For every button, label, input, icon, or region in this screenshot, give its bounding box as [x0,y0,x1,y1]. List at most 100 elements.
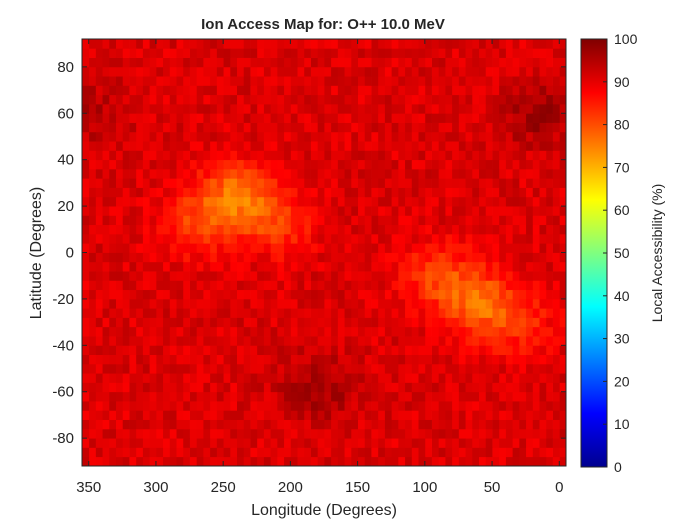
heatmap-cell [512,76,520,86]
heatmap-cell [391,150,399,161]
heatmap-cell [525,39,533,49]
heatmap-cell [189,419,197,430]
heatmap-cell [236,76,244,86]
heatmap-cell [203,243,211,253]
heatmap-cell [451,373,459,383]
heatmap-cell [108,271,117,281]
heatmap-cell [162,215,170,226]
heatmap-cell [344,298,352,309]
heatmap-cell [155,141,164,151]
heatmap-cell [162,336,170,346]
heatmap-cell [135,456,143,467]
heatmap-cell [357,456,365,467]
heatmap-cell [182,48,190,58]
heatmap-cell [350,178,359,188]
heatmap-cell [162,233,170,244]
heatmap-cell [465,206,473,216]
heatmap-cell [465,178,473,188]
heatmap-cell [135,233,143,244]
heatmap-cell [492,187,500,198]
heatmap-cell [283,243,291,253]
heatmap-cell [303,141,311,151]
heatmap-cell [236,428,244,439]
heatmap-cell [129,76,137,86]
heatmap-cell [203,159,211,170]
heatmap-cell [397,336,406,346]
heatmap-cell [149,159,157,170]
heatmap-cell [377,438,385,448]
heatmap-cell [377,456,385,467]
heatmap-cell [451,94,459,105]
heatmap-cell [162,206,170,216]
heatmap-cell [176,419,184,430]
heatmap-cell [223,85,231,96]
heatmap-cell [95,271,103,281]
heatmap-cell [229,206,238,216]
heatmap-cell [297,159,305,170]
heatmap-cell [122,215,130,226]
heatmap-cell [532,391,540,402]
heatmap-cell [88,363,96,374]
heatmap-cell [485,401,493,411]
heatmap-cell [82,85,90,96]
heatmap-cell [364,336,372,346]
heatmap-cell [149,224,157,235]
heatmap-cell [95,168,103,179]
heatmap-cell [471,76,480,86]
heatmap-cell [371,39,379,49]
heatmap-cell [189,48,197,58]
heatmap-cell [236,39,244,49]
heatmap-cell [122,419,130,430]
heatmap-cell [310,298,318,309]
heatmap-cell [270,410,278,420]
heatmap-cell [458,76,466,86]
heatmap-cell [102,113,110,123]
heatmap-cell [256,66,264,77]
y-axis-label: Latitude (Degrees) [28,187,45,320]
heatmap-cell [492,410,500,420]
heatmap-cell [525,187,533,198]
heatmap-cell [559,447,567,458]
heatmap-cell [505,150,513,161]
heatmap-cell [216,243,224,253]
heatmap-cell [276,308,285,318]
heatmap-cell [276,419,285,430]
heatmap-cell [465,252,473,263]
heatmap-cell [418,438,426,448]
heatmap-cell [411,243,419,253]
heatmap-cell [404,57,412,68]
heatmap-cell [108,438,117,448]
heatmap-cell [418,354,426,365]
heatmap-cell [142,66,150,77]
heatmap-cell [263,401,271,411]
heatmap-cell [384,187,392,198]
heatmap-cell [88,57,96,68]
heatmap-cell [458,113,466,123]
heatmap-cell [485,373,493,383]
heatmap-cell [424,206,432,216]
heatmap-cell [169,39,177,49]
heatmap-cell [115,39,123,49]
heatmap-cell [250,345,258,356]
heatmap-cell [330,168,338,179]
heatmap-cell [518,39,527,49]
heatmap-cell [108,196,117,207]
heatmap-cell [169,280,177,291]
heatmap-cell [471,178,480,188]
heatmap-cell [371,336,379,346]
heatmap-cell [162,94,170,105]
heatmap-cell [223,243,231,253]
heatmap-cell [424,428,432,439]
heatmap-cell [525,159,533,170]
heatmap-cell [203,298,211,309]
heatmap-cell [129,298,137,309]
heatmap-cell [552,76,560,86]
heatmap-cell [243,428,251,439]
heatmap-cell [102,280,110,291]
heatmap-cell [290,94,298,105]
heatmap-cell [196,196,204,207]
heatmap-cell [115,150,123,161]
heatmap-cell [209,308,217,318]
heatmap-cell [176,76,184,86]
heatmap-cell [297,57,305,68]
